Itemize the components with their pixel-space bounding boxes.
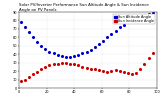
Point: [98, 70, 100, 71]
Point: [89, 68, 92, 69]
Point: [32, 74, 34, 75]
Point: [23, 26, 26, 28]
Point: [77, 54, 80, 56]
Point: [94, 69, 96, 70]
Point: [131, 73, 133, 74]
Point: [114, 30, 117, 31]
Point: [73, 55, 76, 57]
Point: [123, 24, 125, 26]
Point: [151, 12, 154, 14]
Text: Solar PV/Inverter Performance Sun Altitude Angle & Sun Incidence Angle on PV Pan: Solar PV/Inverter Performance Sun Altitu…: [19, 3, 149, 12]
Point: [106, 71, 108, 73]
Point: [147, 13, 150, 14]
Point: [61, 55, 63, 57]
Point: [19, 80, 22, 82]
Point: [28, 76, 30, 78]
Point: [56, 54, 59, 56]
Point: [48, 51, 51, 52]
Legend: Sun Altitude Angle, Sun Incidence Angle: Sun Altitude Angle, Sun Incidence Angle: [113, 14, 155, 24]
Point: [52, 64, 55, 65]
Point: [89, 49, 92, 51]
Point: [40, 69, 43, 70]
Point: [127, 72, 129, 74]
Point: [135, 72, 137, 74]
Point: [123, 71, 125, 73]
Point: [65, 56, 67, 58]
Point: [147, 58, 150, 59]
Point: [98, 43, 100, 45]
Point: [114, 70, 117, 71]
Point: [23, 79, 26, 80]
Point: [73, 64, 76, 65]
Point: [81, 66, 84, 68]
Point: [139, 15, 142, 17]
Point: [127, 21, 129, 23]
Point: [40, 45, 43, 47]
Point: [118, 70, 121, 72]
Point: [44, 66, 47, 68]
Point: [36, 71, 38, 73]
Point: [106, 36, 108, 38]
Point: [110, 33, 113, 35]
Point: [143, 14, 146, 15]
Point: [69, 56, 71, 58]
Point: [69, 63, 71, 64]
Point: [131, 19, 133, 20]
Point: [32, 36, 34, 38]
Point: [61, 62, 63, 64]
Point: [118, 26, 121, 28]
Point: [52, 53, 55, 54]
Point: [102, 40, 104, 42]
Point: [110, 70, 113, 72]
Point: [28, 32, 30, 33]
Point: [143, 64, 146, 65]
Point: [44, 48, 47, 50]
Point: [65, 62, 67, 64]
Point: [94, 47, 96, 48]
Point: [56, 63, 59, 64]
Point: [102, 70, 104, 72]
Point: [48, 64, 51, 66]
Point: [139, 69, 142, 70]
Point: [85, 51, 88, 52]
Point: [151, 52, 154, 53]
Point: [77, 64, 80, 66]
Point: [135, 17, 137, 19]
Point: [81, 53, 84, 54]
Point: [19, 21, 22, 23]
Point: [36, 41, 38, 42]
Point: [85, 67, 88, 68]
